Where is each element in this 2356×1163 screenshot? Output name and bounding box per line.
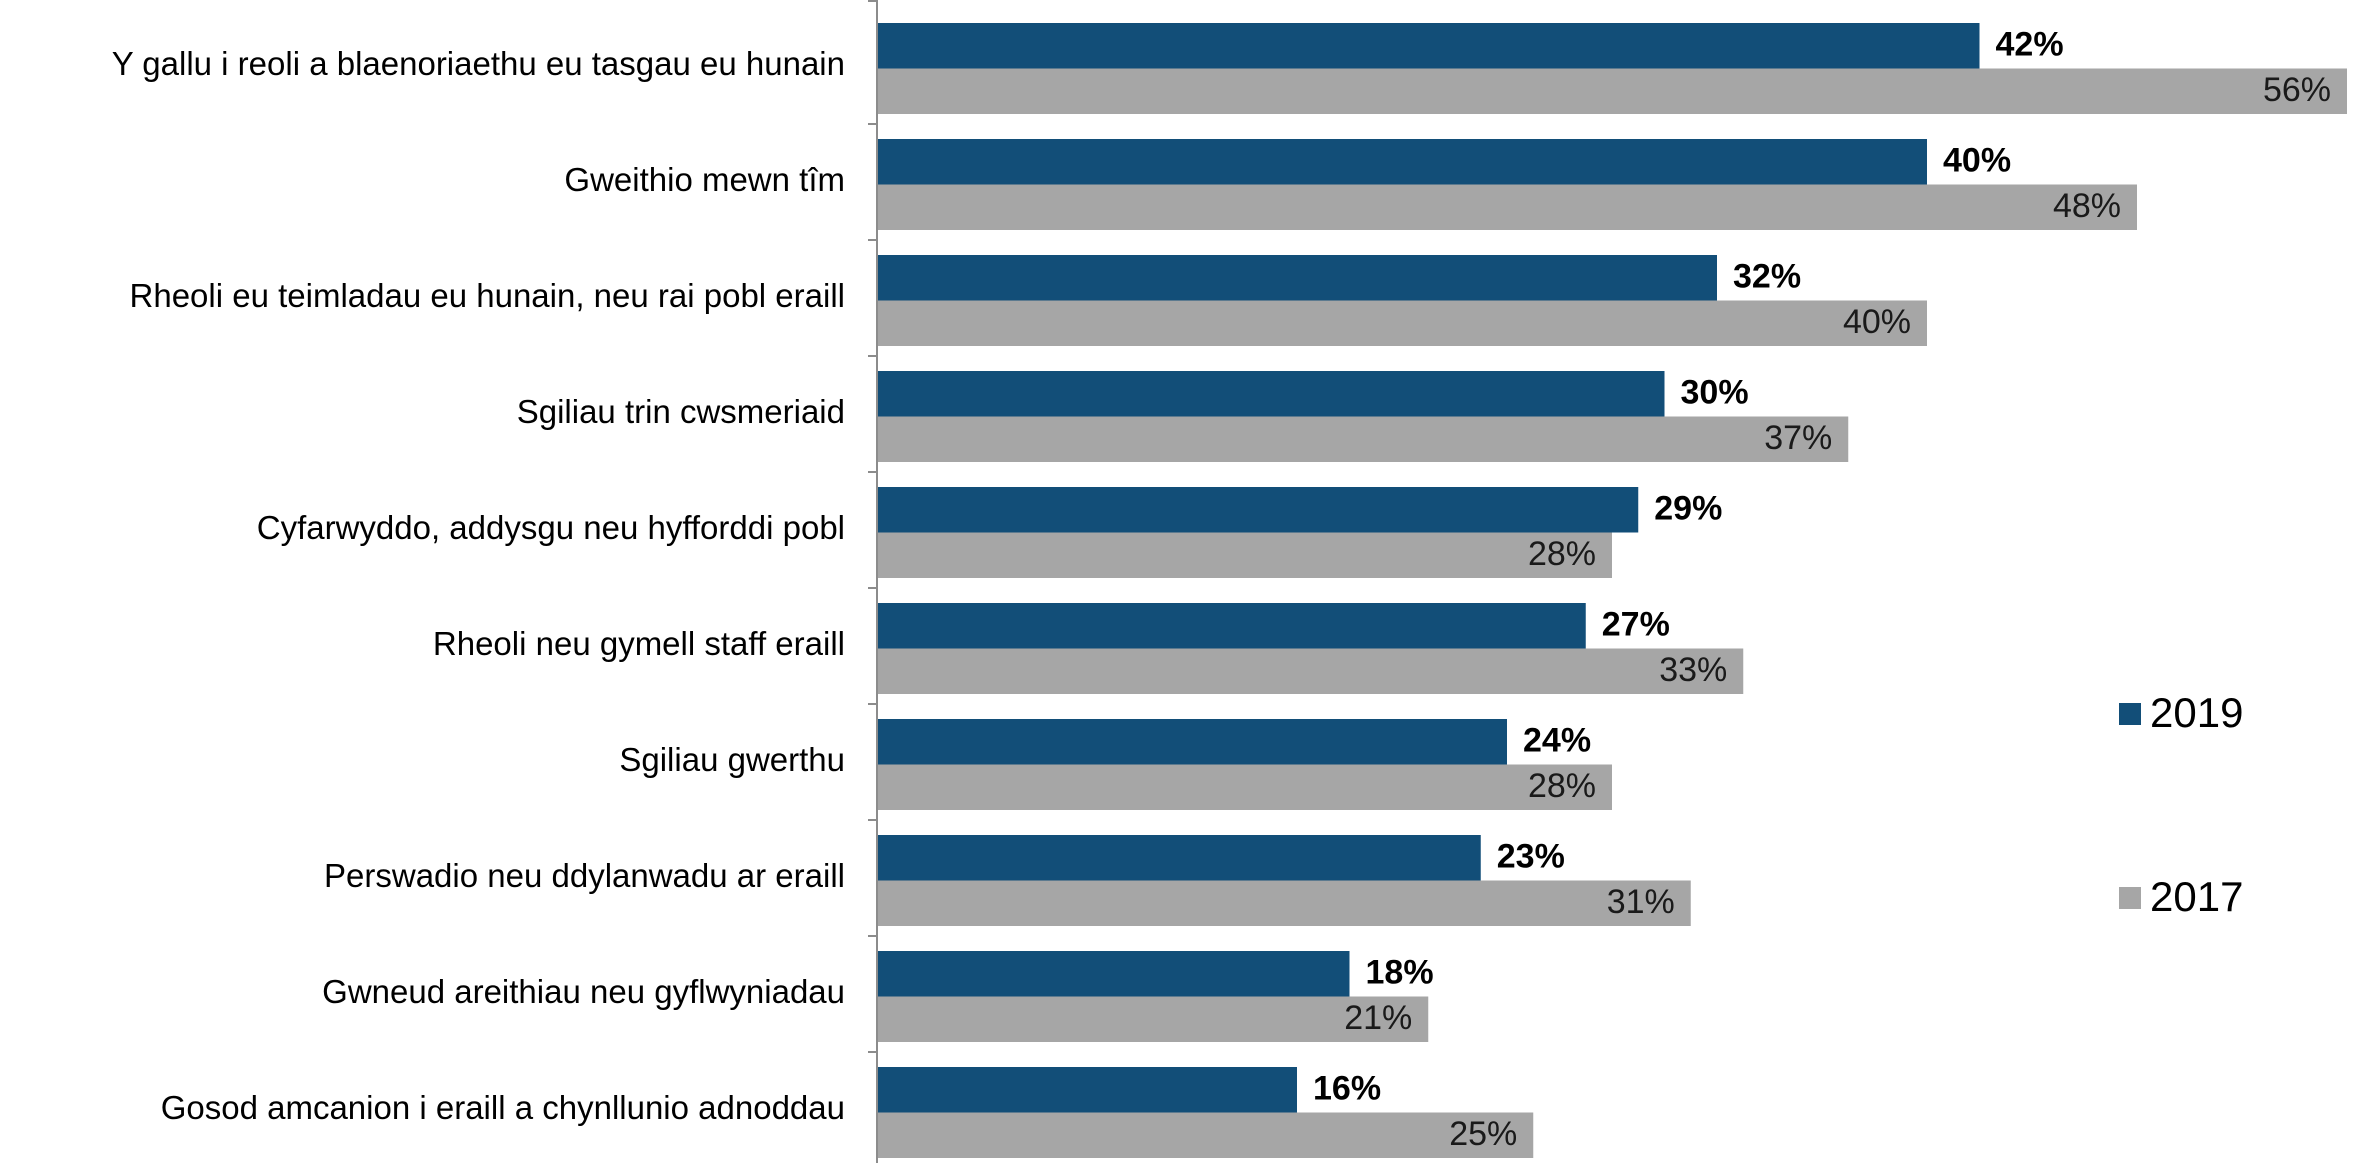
bar-2017-0 (877, 68, 2347, 114)
category-label: Rheoli neu gymell staff eraill (433, 625, 845, 662)
bar-2017-9 (877, 1112, 1534, 1158)
bar-2019-8 (877, 951, 1350, 997)
value-label-2019: 30% (1681, 374, 1749, 412)
value-label-2019: 32% (1733, 258, 1801, 296)
legend-label-2019: 2019 (2150, 689, 2243, 736)
category-label: Cyfarwyddo, addysgu neu hyfforddi pobl (257, 509, 845, 546)
category-label: Rheoli eu teimladau eu hunain, neu rai p… (130, 277, 845, 314)
legend-label-2017: 2017 (2150, 873, 2243, 920)
bar-2019-2 (877, 255, 1717, 301)
bar-2019-3 (877, 371, 1665, 417)
bar-2017-7 (877, 880, 1691, 926)
category-label: Sgiliau gwerthu (619, 741, 845, 778)
category-label: Y gallu i reoli a blaenoriaethu eu tasga… (112, 45, 845, 82)
bar-2017-6 (877, 764, 1612, 810)
legend: 2019 2017 (2119, 689, 2243, 920)
bar-2019-4 (877, 487, 1639, 533)
value-label-2019: 24% (1523, 722, 1591, 760)
value-label-2019: 40% (1943, 142, 2011, 180)
value-label-2017: 25% (1449, 1115, 1517, 1153)
bar-2019-1 (877, 139, 1927, 185)
bar-2017-1 (877, 184, 2137, 230)
bar-2017-2 (877, 300, 1927, 346)
legend-swatch-2019 (2119, 703, 2141, 725)
value-label-2019: 23% (1497, 838, 1565, 876)
category-label: Gosod amcanion i eraill a chynllunio adn… (161, 1089, 845, 1126)
value-label-2019: 29% (1654, 490, 1722, 528)
bar-2019-6 (877, 719, 1507, 765)
bar-2019-9 (877, 1067, 1297, 1113)
bar-2019-0 (877, 23, 1980, 69)
value-label-2017: 28% (1528, 535, 1596, 573)
value-label-2017: 40% (1843, 303, 1911, 341)
value-label-2017: 37% (1764, 419, 1832, 457)
bar-2019-5 (877, 603, 1586, 649)
bar-2017-3 (877, 416, 1849, 462)
value-label-2017: 21% (1344, 999, 1412, 1037)
category-label: Gwneud areithiau neu gyflwyniadau (322, 973, 845, 1010)
category-axis (868, 0, 878, 1163)
bar-2017-8 (877, 996, 1429, 1042)
value-label-2019: 42% (1996, 26, 2064, 64)
category-label: Sgiliau trin cwsmeriaid (517, 393, 845, 430)
bars-layer (877, 23, 2347, 1158)
bar-2019-7 (877, 835, 1481, 881)
category-label: Perswadio neu ddylanwadu ar eraill (324, 857, 845, 894)
value-label-2017: 31% (1607, 883, 1675, 921)
value-label-2019: 16% (1313, 1070, 1381, 1108)
bar-2017-5 (877, 648, 1744, 694)
value-label-2017: 33% (1659, 651, 1727, 689)
bar-2017-4 (877, 532, 1612, 578)
value-label-2019: 18% (1366, 954, 1434, 992)
labels-layer: Y gallu i reoli a blaenoriaethu eu tasga… (112, 26, 2331, 1154)
value-label-2019: 27% (1602, 606, 1670, 644)
value-label-2017: 56% (2263, 71, 2331, 109)
legend-swatch-2017 (2119, 887, 2141, 909)
value-label-2017: 48% (2053, 187, 2121, 225)
value-label-2017: 28% (1528, 767, 1596, 805)
category-label: Gweithio mewn tîm (564, 161, 845, 198)
